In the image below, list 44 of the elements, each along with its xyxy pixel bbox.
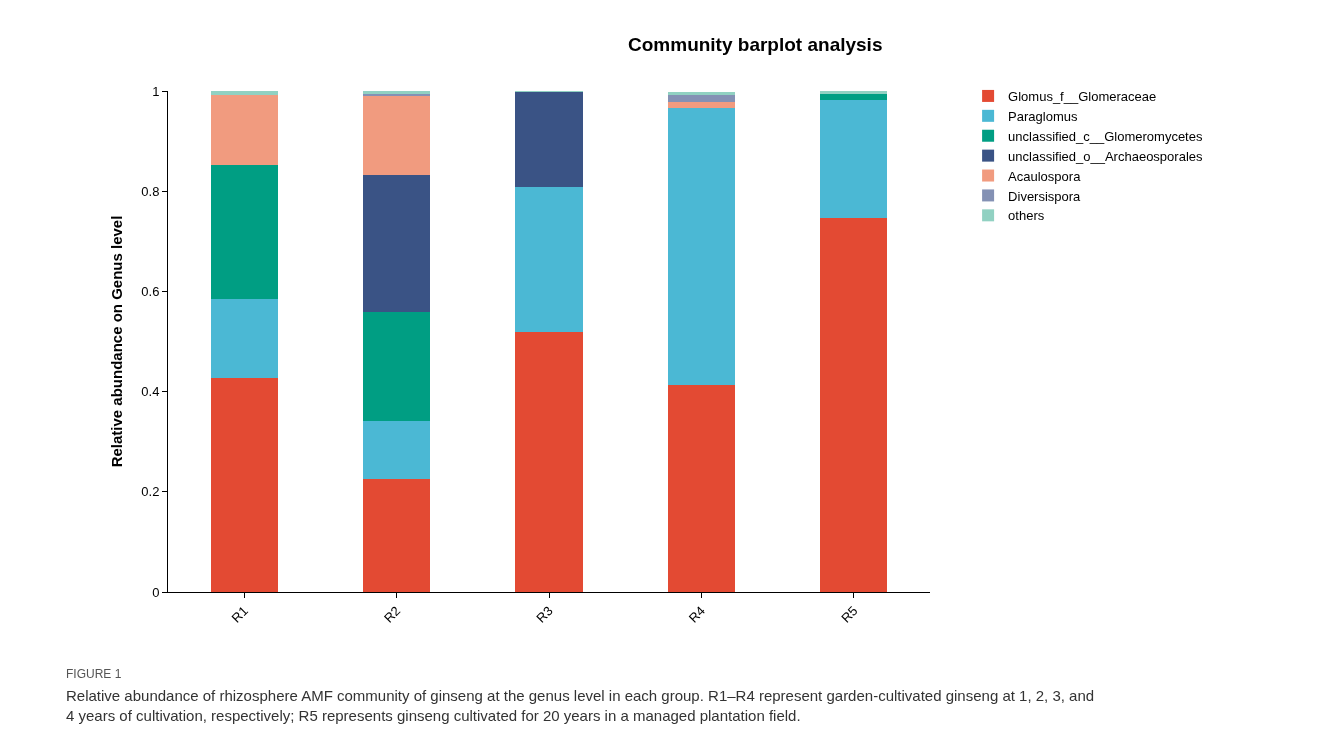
x-tick-label: R2 (380, 603, 404, 626)
bar (363, 96, 431, 176)
bar (820, 99, 888, 219)
bar (667, 107, 735, 386)
legend-label: Acaulospora (1008, 168, 1082, 184)
x-tick-label: R5 (838, 603, 861, 626)
bar (210, 164, 278, 299)
caption: FIGURE 1 (66, 667, 122, 681)
bar (363, 311, 431, 422)
y-tick-label: 0.8 (141, 183, 160, 199)
bar (820, 218, 888, 592)
y-tick-label: 0.2 (141, 484, 160, 500)
bar (515, 92, 583, 188)
chart-title: Community barplot analysis (628, 33, 883, 55)
legend-label: unclassified_c__Glomeromycetes (1008, 128, 1203, 144)
legend-label: unclassified_o__Archaeosporales (1008, 148, 1203, 164)
bar (210, 298, 278, 379)
y-tick-label: 0.6 (141, 283, 160, 299)
y-tick-label: 1 (152, 83, 160, 99)
text: Relative abundance of rhizosphere AMF community of ginseng at the genus level in each group. R1–R4 represent garden-cultivated ginseng at 1, 2, 3, and 4 years of cultivation, respectively; R5 represents ginseng cultivated for 20 years in a managed plantation field. (66, 687, 1095, 724)
legend-label: others (1008, 208, 1045, 224)
bar (820, 91, 888, 95)
bar (515, 331, 583, 592)
bar (667, 101, 735, 108)
y-tick-label: 0.4 (141, 384, 160, 400)
bar (820, 94, 888, 100)
bar (210, 91, 278, 95)
bar (210, 378, 278, 592)
bar (515, 187, 583, 332)
x-tick-label: R3 (533, 603, 556, 626)
legend-label: Glomus_f__Glomeraceae (1008, 89, 1157, 104)
y-axis-title: Relative abundance on Genus level (107, 215, 125, 468)
y-tick-label: 0 (152, 584, 160, 600)
bar (667, 92, 735, 96)
bar (363, 478, 431, 592)
bar (210, 94, 278, 165)
x-tick-label: R1 (228, 603, 251, 626)
bar (667, 385, 735, 592)
legend-label: Paraglomus (1008, 108, 1078, 124)
bar (363, 175, 431, 312)
x-tick-label: R4 (685, 603, 709, 626)
bar (363, 421, 431, 479)
bar (667, 95, 735, 102)
legend-label: Diversispora (1008, 188, 1082, 204)
